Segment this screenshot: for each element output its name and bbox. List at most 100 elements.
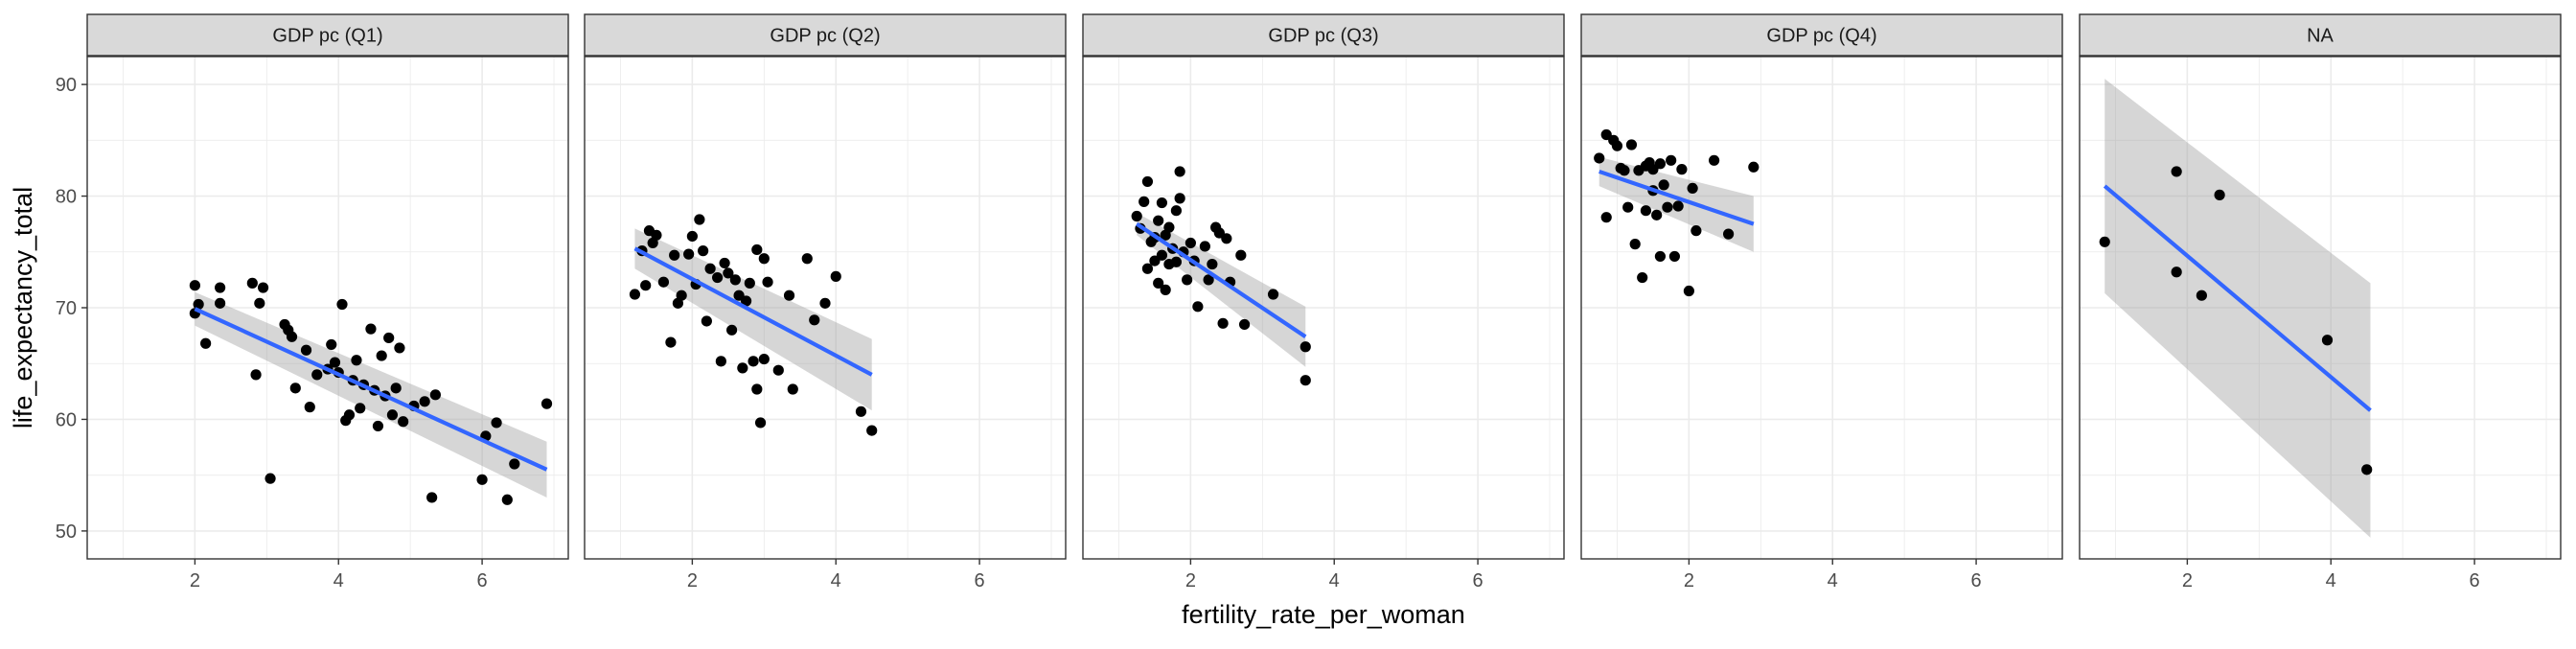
data-point [715,356,726,367]
data-point [189,280,200,291]
data-point [429,389,441,401]
data-point [215,297,226,309]
data-point [1600,212,1612,223]
x-tick-label: 2 [1684,570,1694,591]
data-point [866,425,878,436]
data-point [723,267,734,279]
data-point [311,369,323,381]
facet-panel: GDP pc (Q1) 2 4 6 [86,13,569,591]
data-point [426,492,438,503]
data-point [2361,464,2373,475]
data-point [1687,182,1698,195]
data-point [1182,274,1193,286]
panel-border [584,56,1067,560]
data-point [1629,239,1641,250]
data-point [1238,318,1251,331]
facet-strip-label: GDP pc (Q2) [770,26,880,47]
data-point [801,253,813,265]
data-point [193,298,204,311]
data-point [2099,236,2110,247]
data-point [629,289,641,300]
data-point [2214,189,2225,200]
data-point [754,417,767,429]
y-axis-title: life_expectancy_total [9,187,37,429]
data-point [304,402,315,413]
data-point [1184,237,1196,249]
data-point [1235,249,1247,261]
x-tick-label: 6 [1971,570,1982,591]
data-point [1722,228,1735,240]
data-point [676,290,687,301]
y-tick-label: 80 [56,187,77,208]
x-tick-label: 2 [190,570,200,591]
data-point [200,337,212,349]
data-point [1141,263,1154,274]
data-point [1690,225,1702,237]
data-point [1676,164,1688,175]
data-point [501,494,513,505]
data-point [215,282,226,293]
data-point [762,276,773,288]
data-point [300,344,312,356]
facet-strip [86,13,569,57]
data-point [351,355,362,366]
x-tick-label: 6 [477,570,488,591]
data-point [809,314,820,326]
x-tick-label: 6 [975,570,985,591]
data-point [751,243,763,256]
regression-line [1598,169,1755,226]
data-point [326,338,337,351]
facet-strip [1580,13,2063,57]
facet-panel: GDP pc (Q4) 2 4 6 [1580,13,2063,591]
regression-line [194,307,548,472]
data-point [289,382,301,394]
facet-panel: GDP pc (Q3) 2 4 6 [1082,13,1565,591]
facet-strip-label: GDP pc (Q1) [272,26,382,47]
data-point [1207,258,1218,270]
data-point [719,257,730,269]
data-point [509,458,520,470]
x-tick-label: 4 [2326,570,2336,591]
data-point [737,362,748,374]
y-tick-label: 60 [56,409,77,430]
data-point [758,253,770,265]
data-point [1267,289,1279,300]
data-point [1153,277,1164,289]
data-point [376,350,387,361]
x-tick-label: 4 [1828,570,1838,591]
confidence-band [2104,79,2371,538]
data-point [640,280,652,291]
data-point [1192,301,1204,313]
data-point [758,353,770,365]
facet-strip-label: GDP pc (Q3) [1268,26,1378,47]
y-tick-label: 90 [56,75,77,96]
data-point [1221,233,1232,244]
data-point [1174,166,1185,177]
data-point [683,248,695,260]
data-point [1217,317,1229,329]
data-point [329,357,341,368]
data-point [712,271,724,284]
data-point [740,295,752,307]
data-point [355,403,366,414]
facet-strip-label: NA [2307,26,2334,47]
x-tick-label: 6 [2470,570,2480,591]
data-point [1625,139,1638,151]
confidence-band [634,228,872,411]
data-point [336,298,348,311]
data-point [1153,215,1164,226]
data-point [1156,197,1168,209]
facet-strip [2079,13,2562,57]
facet-panel: GDP pc (Q2) 2 4 6 [584,13,1067,591]
data-point [669,249,680,261]
panel-border [1082,56,1565,560]
data-point [1203,274,1214,286]
data-point [1300,341,1311,353]
data-point [1662,201,1673,213]
data-point [819,297,831,309]
regression-line [1136,221,1307,339]
data-point [1668,250,1681,263]
data-point [855,406,867,417]
panel-border [2079,56,2562,560]
data-point [787,383,798,395]
